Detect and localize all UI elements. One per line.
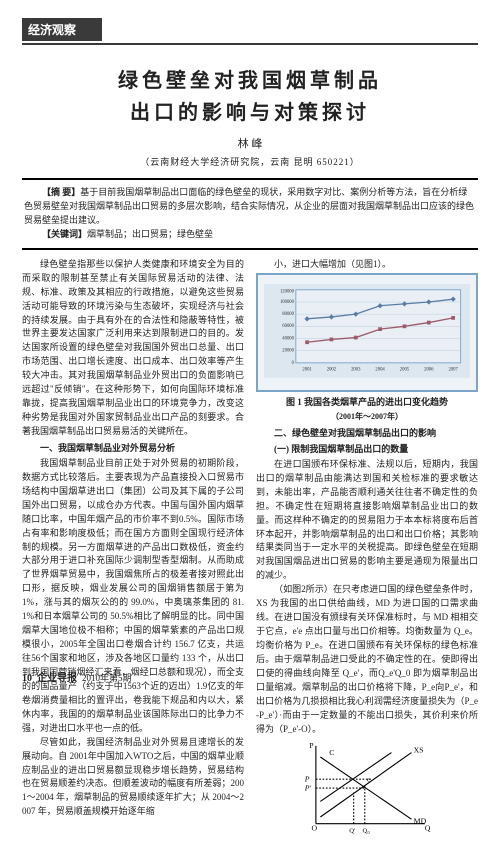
svg-text:Q₀: Q₀	[363, 827, 370, 834]
svg-text:20000: 20000	[282, 348, 294, 353]
title-line-2: 出口的影响与对策探讨	[22, 97, 478, 129]
svg-text:XS: XS	[414, 745, 424, 754]
svg-text:Q': Q'	[349, 827, 355, 834]
page-root: 经济观察 绿色壁垒对我国烟草制品 出口的影响与对策探讨 林 峰 （云南财经大学经…	[0, 0, 500, 694]
svg-text:2001: 2001	[302, 367, 312, 372]
left-h1: 一、我国烟草制品业对外贸易分析	[22, 442, 244, 456]
figure-1-caption: 图 1 我国各类烟草产品的进出口变化趋势	[256, 396, 478, 410]
right-column: 小，进口大幅增加（见图1）。 0	[256, 258, 478, 842]
svg-text:2003: 2003	[351, 367, 361, 372]
keywords-text: 烟草制品；出口贸易；绿色壁垒	[87, 229, 213, 239]
svg-text:60000: 60000	[282, 324, 294, 329]
svg-text:2002: 2002	[327, 367, 337, 372]
svg-text:P: P	[309, 741, 314, 750]
figure-1-chart: 0 20000 40000 60000 80000 100000 120000 …	[264, 281, 470, 381]
figure-1-box: 0 20000 40000 60000 80000 100000 120000 …	[256, 273, 478, 392]
right-h2a: 二、绿色壁垒对我国烟草制品出口的影响	[256, 427, 478, 441]
two-column-body: 绿色壁垒指那些以保护人类健康和环境安全为目的而采取的限制甚至禁止有关国际贸易活动…	[22, 258, 478, 842]
abstract-text: 基于目前我国烟草制品出口面临的绿色壁垒的现状，采用数字对比、案例分析等方法，旨在…	[24, 187, 474, 225]
keywords-label: 【关键词】	[42, 229, 87, 239]
svg-text:2004: 2004	[375, 367, 385, 372]
figure-2-diagram: P Q O XS MD C P P'	[256, 737, 478, 842]
abstract-row: 【摘 要】基于目前我国烟草制品出口面临的绿色壁垒的现状，采用数字对比、案例分析等…	[24, 186, 476, 228]
header-rule	[22, 43, 478, 45]
svg-text:MD: MD	[414, 816, 427, 825]
journal-name: 企业导报	[37, 673, 77, 684]
svg-text:80000: 80000	[282, 312, 294, 317]
right-p3: （如图2所示）在只考虑进口国的绿色壁垒条件时，XS 为我国的出口供给曲线，MD …	[256, 583, 478, 736]
abstract-box: 【摘 要】基于目前我国烟草制品出口面临的绿色壁垒的现状，采用数字对比、案例分析等…	[22, 178, 478, 250]
title-line-1: 绿色壁垒对我国烟草制品	[22, 65, 478, 97]
svg-text:120000: 120000	[280, 289, 295, 294]
svg-text:2005: 2005	[400, 367, 410, 372]
left-p1: 绿色壁垒指那些以保护人类健康和环境安全为目的而采取的限制甚至禁止有关国际贸易活动…	[22, 258, 244, 439]
supply-demand-svg: P Q O XS MD C P P'	[297, 737, 437, 837]
figure-1-subcaption: （2001年～2007年）	[256, 411, 478, 423]
left-column: 绿色壁垒指那些以保护人类健康和环境安全为目的而采取的限制甚至禁止有关国际贸易活动…	[22, 258, 244, 842]
right-p-top: 小，进口大幅增加（见图1）。	[256, 258, 478, 272]
page-footer: 10 企业导报 2010年第5期	[22, 669, 132, 684]
svg-text:e: e	[367, 776, 370, 783]
page-number: 10	[22, 673, 32, 684]
svg-text:2006: 2006	[424, 367, 434, 372]
right-h2b: (一) 限制我国烟草制品出口的数量	[256, 443, 478, 457]
svg-text:2007: 2007	[448, 367, 458, 372]
section-tag-text: 经济观察	[28, 23, 76, 37]
affiliation: （云南财经大学经济研究院，云南 昆明 650221）	[22, 155, 478, 168]
svg-text:40000: 40000	[282, 336, 294, 341]
svg-text:O: O	[311, 823, 317, 832]
right-p2: 在进口国颁布环保标准、法规以后，短期内，我国出口的烟草制品由能满达到国和关检标准…	[256, 458, 478, 583]
left-p3: 尽管如此，我国经济制品业对外贸易且速增长的发展动向。自 2001年中国加入WTO…	[22, 736, 244, 820]
header-section-tag: 经济观察	[22, 18, 102, 41]
keywords-row: 【关键词】烟草制品；出口贸易；绿色壁垒	[24, 228, 476, 242]
svg-text:C: C	[329, 747, 334, 756]
abstract-label: 【摘 要】	[42, 187, 80, 197]
svg-text:P: P	[304, 774, 310, 783]
svg-text:100000: 100000	[280, 300, 295, 305]
title-block: 绿色壁垒对我国烟草制品 出口的影响与对策探讨 林 峰 （云南财经大学经济研究院，…	[22, 65, 478, 168]
author: 林 峰	[22, 135, 478, 151]
issue-info: 2010年第5期	[82, 673, 132, 683]
svg-text:P': P'	[304, 783, 312, 792]
